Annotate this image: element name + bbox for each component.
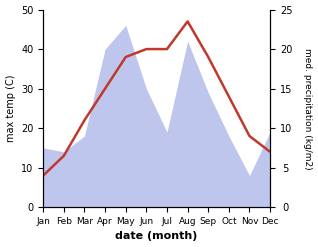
- Y-axis label: max temp (C): max temp (C): [5, 75, 16, 142]
- X-axis label: date (month): date (month): [115, 231, 198, 242]
- Y-axis label: med. precipitation (kg/m2): med. precipitation (kg/m2): [303, 48, 313, 169]
